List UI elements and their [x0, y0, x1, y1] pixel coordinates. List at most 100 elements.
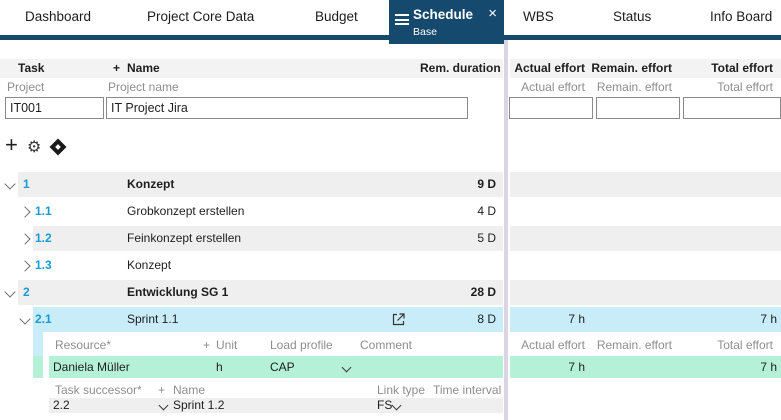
- col-rem-duration: Rem. duration: [420, 61, 501, 75]
- tab-project-core-data[interactable]: Project Core Data: [147, 9, 255, 24]
- tab-status[interactable]: Status: [613, 9, 652, 24]
- resource-total-effort: 7 h: [760, 360, 777, 374]
- task-name: Konzept: [127, 258, 172, 272]
- col-res-total-effort: Total effort: [717, 338, 773, 352]
- task-header-bg: [0, 59, 503, 78]
- col-resource: Resource*: [55, 338, 112, 352]
- row-band: [510, 172, 781, 197]
- resource-actual-effort: 7 h: [568, 360, 585, 374]
- chevron-right-icon[interactable]: [19, 260, 31, 272]
- panel-splitter[interactable]: [504, 40, 508, 420]
- successor-id-select[interactable]: 2.2: [53, 398, 70, 412]
- col-task-successor: Task successor*: [55, 383, 142, 397]
- task-duration: 8 D: [477, 312, 496, 326]
- task-name: Konzept: [127, 177, 175, 191]
- task-duration: 5 D: [477, 231, 496, 245]
- resource-row[interactable]: Daniela Müller h CAP 7 h 7 h: [0, 356, 781, 378]
- successor-name: Sprint 1.2: [173, 398, 225, 412]
- tab-budget[interactable]: Budget: [315, 9, 358, 24]
- table-row[interactable]: 1.2 Feinkonzept erstellen 5 D: [0, 226, 781, 251]
- add-resource-icon[interactable]: +: [203, 338, 211, 352]
- load-profile-select[interactable]: CAP: [270, 360, 295, 374]
- total-effort-input[interactable]: [683, 97, 781, 119]
- tab-info-board[interactable]: Info Board: [710, 9, 773, 24]
- subcol-actual-effort: Actual effort: [521, 80, 585, 94]
- col-res-remain-effort: Remain. effort: [596, 338, 672, 352]
- task-duration: 9 D: [477, 177, 496, 191]
- col-successor-name: Name: [173, 383, 206, 397]
- resource-name: Daniela Müller: [53, 360, 130, 374]
- task-id: 2: [23, 285, 30, 299]
- row-band: [18, 280, 503, 305]
- open-in-new-icon[interactable]: [390, 311, 407, 328]
- task-id: 1.2: [35, 231, 52, 245]
- menu-icon[interactable]: [395, 14, 409, 25]
- indent-strip: [33, 356, 43, 378]
- resource-unit: h: [216, 360, 223, 374]
- remain-effort-input[interactable]: [596, 97, 680, 119]
- effort-header-bg: [510, 59, 781, 78]
- task-id: 1: [23, 177, 30, 191]
- row-band: [49, 356, 503, 378]
- col-name: Name: [127, 61, 160, 75]
- row-band: [510, 226, 781, 251]
- tab-wbs[interactable]: WBS: [523, 9, 554, 24]
- col-remain-effort: Remain. effort: [591, 61, 672, 75]
- col-unit: Unit: [216, 338, 238, 352]
- row-band: [33, 226, 503, 251]
- table-row[interactable]: 2 Entwicklung SG 1 28 D: [0, 280, 781, 305]
- gear-icon[interactable]: ⚙: [27, 137, 42, 156]
- actual-effort-input[interactable]: [509, 97, 593, 119]
- row-band: [18, 172, 503, 197]
- chevron-right-icon[interactable]: [19, 233, 31, 245]
- task-actual-effort: 7 h: [568, 312, 585, 326]
- task-name: Feinkonzept erstellen: [127, 231, 242, 245]
- task-duration: 4 D: [477, 204, 496, 218]
- row-band: [510, 280, 781, 305]
- col-task: Task: [18, 61, 45, 75]
- chevron-down-icon[interactable]: [19, 313, 31, 325]
- tab-schedule-label: Schedule: [413, 7, 474, 22]
- tab-schedule-sublabel: Base: [413, 26, 437, 38]
- chevron-down-icon[interactable]: [4, 178, 16, 190]
- task-name: Sprint 1.1: [127, 312, 179, 326]
- col-link-type: Link type: [377, 383, 426, 397]
- col-actual-effort: Actual effort: [514, 61, 585, 75]
- tab-dashboard[interactable]: Dashboard: [25, 9, 92, 24]
- link-type-select[interactable]: FS: [377, 398, 393, 412]
- successor-row[interactable]: 2.2 Sprint 1.2 FS: [0, 398, 781, 413]
- add-successor-icon[interactable]: +: [158, 383, 166, 397]
- table-row[interactable]: 1 Konzept 9 D: [0, 172, 781, 197]
- task-id: 1.1: [35, 204, 52, 218]
- subcol-project-name: Project name: [108, 80, 179, 94]
- table-row-selected[interactable]: 2.1 Sprint 1.1 8 D 7 h 7 h: [0, 307, 781, 332]
- col-load-profile: Load profile: [270, 338, 333, 352]
- close-icon[interactable]: ×: [488, 5, 497, 22]
- row-band: [49, 398, 503, 413]
- plus-icon[interactable]: +: [5, 132, 18, 157]
- project-id-input[interactable]: [5, 97, 104, 119]
- row-band: [33, 307, 503, 332]
- add-column-icon[interactable]: +: [113, 61, 121, 75]
- col-time-interval: Time interval: [433, 383, 502, 397]
- task-total-effort: 7 h: [760, 312, 777, 326]
- task-name: Entwicklung SG 1: [127, 285, 229, 299]
- col-comment: Comment: [360, 338, 413, 352]
- col-res-actual-effort: Actual effort: [521, 338, 585, 352]
- table-row[interactable]: 1.1 Grobkonzept erstellen 4 D: [0, 199, 781, 224]
- chevron-down-icon[interactable]: [4, 286, 16, 298]
- chevron-right-icon[interactable]: [19, 206, 31, 218]
- project-name-input[interactable]: [106, 97, 468, 119]
- task-id: 1.3: [35, 258, 52, 272]
- task-id: 2.1: [35, 312, 52, 326]
- row-band: [510, 307, 781, 332]
- col-total-effort: Total effort: [711, 61, 773, 75]
- subcol-remain-effort: Remain. effort: [596, 80, 672, 94]
- task-name: Grobkonzept erstellen: [127, 204, 245, 218]
- indent-strip: [33, 332, 43, 356]
- task-duration: 28 D: [470, 285, 496, 299]
- table-row[interactable]: 1.3 Konzept: [0, 253, 781, 278]
- tab-schedule[interactable]: Schedule × Base: [389, 0, 504, 44]
- milestone-diamond-icon[interactable]: [49, 138, 67, 156]
